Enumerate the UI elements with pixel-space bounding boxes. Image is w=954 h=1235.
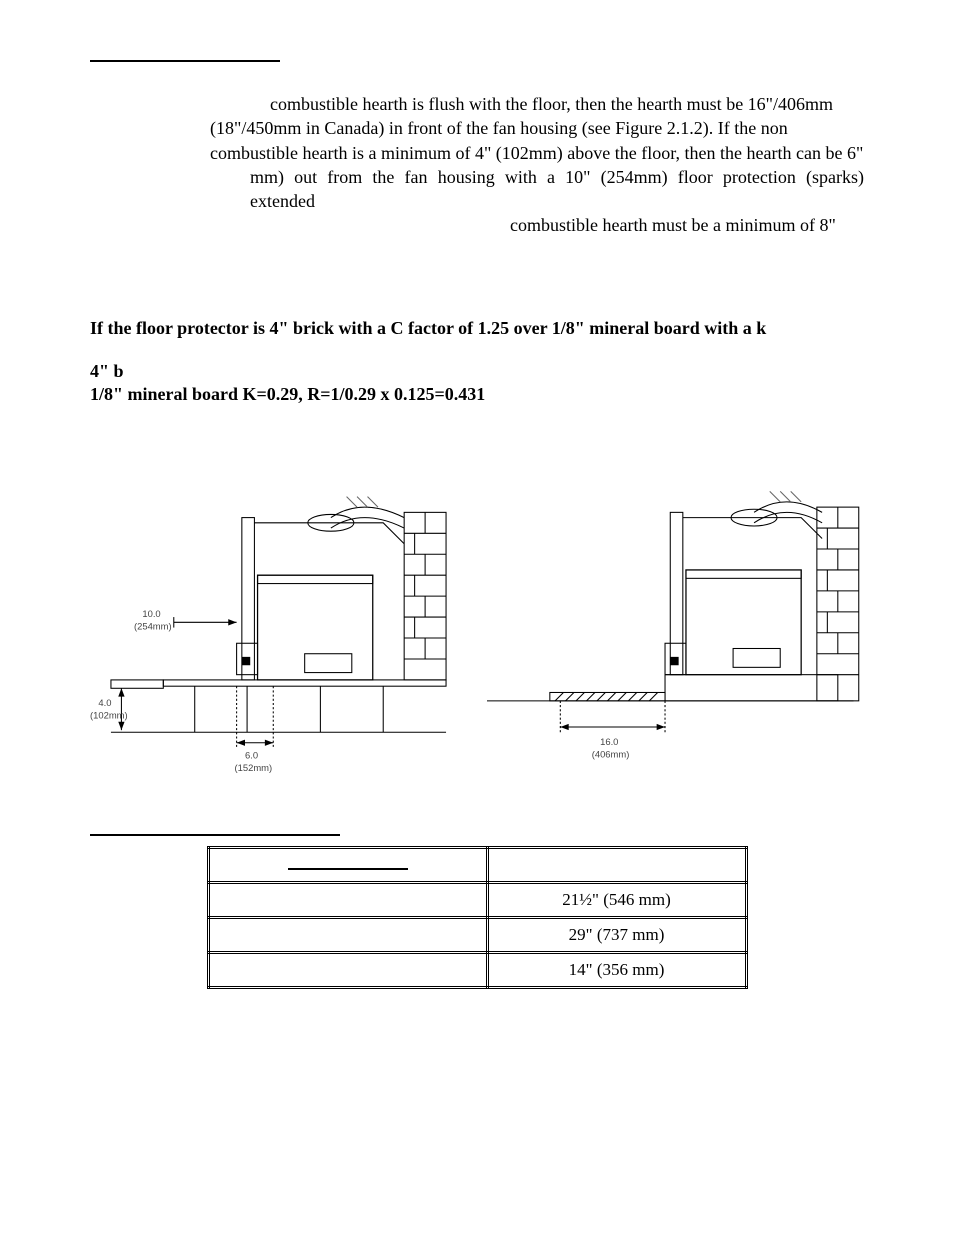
spec-row-2: 14" (356 mm) — [208, 952, 746, 987]
calc-block: If the floor protector is 4" brick with … — [90, 318, 864, 405]
spec-cell-2-0 — [208, 952, 487, 987]
fig-left-dim6: 6.0 — [245, 749, 258, 760]
spec-row-1: 29" (737 mm) — [208, 917, 746, 952]
spec-cell-0-1: 21½" (546 mm) — [487, 882, 746, 917]
spec-cell-1-1: 29" (737 mm) — [487, 917, 746, 952]
header-underline — [288, 868, 408, 870]
spec-cell-0-0 — [208, 882, 487, 917]
fig-left-dim6mm: (152mm) — [235, 762, 273, 773]
calc-line-1: 4" b — [90, 361, 864, 382]
figures-row: 10.0 (254mm) 4.0 (102mm) 6.0 (152mm) — [90, 460, 864, 774]
spec-row-0: 21½" (546 mm) — [208, 882, 746, 917]
para-line-2: combustible hearth is a minimum of 4" (1… — [90, 141, 864, 165]
section2 — [90, 834, 864, 836]
spec-table-wrap: 21½" (546 mm) 29" (737 mm) 14" (356 mm) — [90, 846, 864, 989]
section1-rule — [90, 60, 280, 62]
fig-right-dim16mm: (406mm) — [592, 748, 630, 759]
spec-table: 21½" (546 mm) 29" (737 mm) 14" (356 mm) — [207, 846, 748, 989]
calc-line-2: 1/8" mineral board K=0.29, R=1/0.29 x 0.… — [90, 384, 864, 405]
para-line-0: combustible hearth is flush with the flo… — [90, 92, 864, 116]
figure-left: 10.0 (254mm) 4.0 (102mm) 6.0 (152mm) — [90, 460, 467, 774]
para-line-4: combustible hearth must be a minimum of … — [90, 213, 864, 237]
page: combustible hearth is flush with the flo… — [0, 0, 954, 1235]
spec-cell-1-0 — [208, 917, 487, 952]
spec-header-left — [208, 847, 487, 882]
section2-rule — [90, 834, 340, 836]
figure-left-svg: 10.0 (254mm) 4.0 (102mm) 6.0 (152mm) — [90, 460, 467, 774]
para-line-1: (18"/450mm in Canada) in front of the fa… — [90, 116, 864, 140]
spec-header-right — [487, 847, 746, 882]
spec-header-row — [208, 847, 746, 882]
fig-left-dim4mm: (102mm) — [90, 709, 128, 720]
body-paragraph: combustible hearth is flush with the flo… — [90, 92, 864, 238]
figure-right: 16.0 (406mm) — [487, 460, 864, 774]
fig-left-dim10mm: (254mm) — [134, 620, 172, 631]
spec-cell-2-1: 14" (356 mm) — [487, 952, 746, 987]
figure-right-svg: 16.0 (406mm) — [487, 460, 864, 774]
fig-right-dim16: 16.0 — [600, 736, 618, 747]
fig-left-dim10: 10.0 — [142, 608, 160, 619]
para-line-3: mm) out from the fan housing with a 10" … — [90, 165, 864, 214]
fig-left-dim4: 4.0 — [98, 697, 111, 708]
calc-intro: If the floor protector is 4" brick with … — [90, 318, 864, 339]
